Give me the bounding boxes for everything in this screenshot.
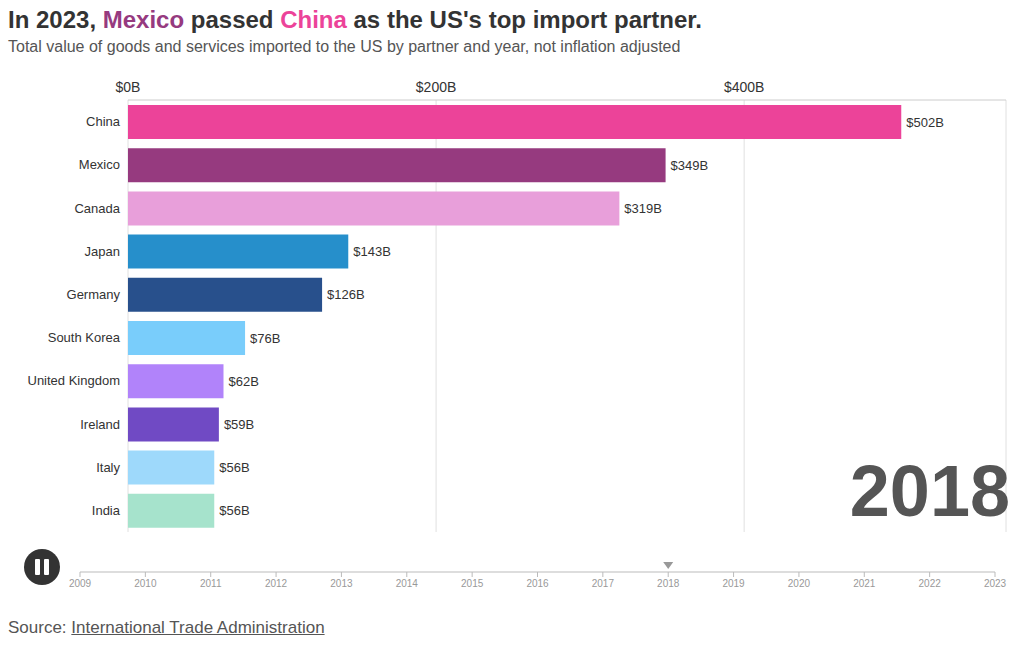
svg-text:Mexico: Mexico [79,157,120,172]
svg-text:$56B: $56B [219,503,249,518]
svg-text:Canada: Canada [74,201,120,216]
html-text:In 2023, Mexico passed China a: In 2023, Mexico passed China as the US's… [8,6,702,33]
svg-text:2020: 2020 [788,578,811,589]
svg-text:2019: 2019 [722,578,745,589]
svg-text:$200B: $200B [416,79,456,95]
svg-text:2014: 2014 [396,578,419,589]
html-text:2018: 2018 [849,451,1010,531]
svg-text:2012: 2012 [265,578,288,589]
svg-text:United Kingdom: United Kingdom [28,373,121,388]
svg-text:$400B: $400B [724,79,764,95]
svg-text:Ireland: Ireland [80,417,120,432]
svg-text:$319B: $319B [624,201,662,216]
svg-text:$502B: $502B [906,115,944,130]
svg-text:$59B: $59B [224,417,254,432]
svg-text:2010: 2010 [134,578,157,589]
svg-text:2018: 2018 [657,578,680,589]
svg-text:India: India [92,503,121,518]
svg-text:2009: 2009 [69,578,92,589]
svg-text:2017: 2017 [592,578,615,589]
svg-text:$76B: $76B [250,331,280,346]
svg-text:China: China [86,114,121,129]
svg-text:2023: 2023 [984,578,1007,589]
svg-text:2015: 2015 [461,578,484,589]
svg-text:2011: 2011 [200,578,222,589]
svg-text:$0B: $0B [116,79,141,95]
svg-text:$349B: $349B [671,158,709,173]
svg-text:$143B: $143B [353,244,391,259]
svg-text:2021: 2021 [853,578,876,589]
html-text:Source: International Trade Ad: Source: International Trade Administrati… [8,618,325,637]
svg-text:South Korea: South Korea [48,330,121,345]
svg-text:Japan: Japan [85,244,120,259]
svg-text:2013: 2013 [330,578,353,589]
svg-text:2016: 2016 [526,578,549,589]
svg-text:$126B: $126B [327,287,365,302]
svg-text:Italy: Italy [96,460,120,475]
svg-text:$56B: $56B [219,460,249,475]
html-text:Total value of goods and servi: Total value of goods and services import… [8,38,681,55]
svg-text:Germany: Germany [67,287,121,302]
svg-text:2022: 2022 [919,578,942,589]
svg-text:$62B: $62B [229,374,259,389]
